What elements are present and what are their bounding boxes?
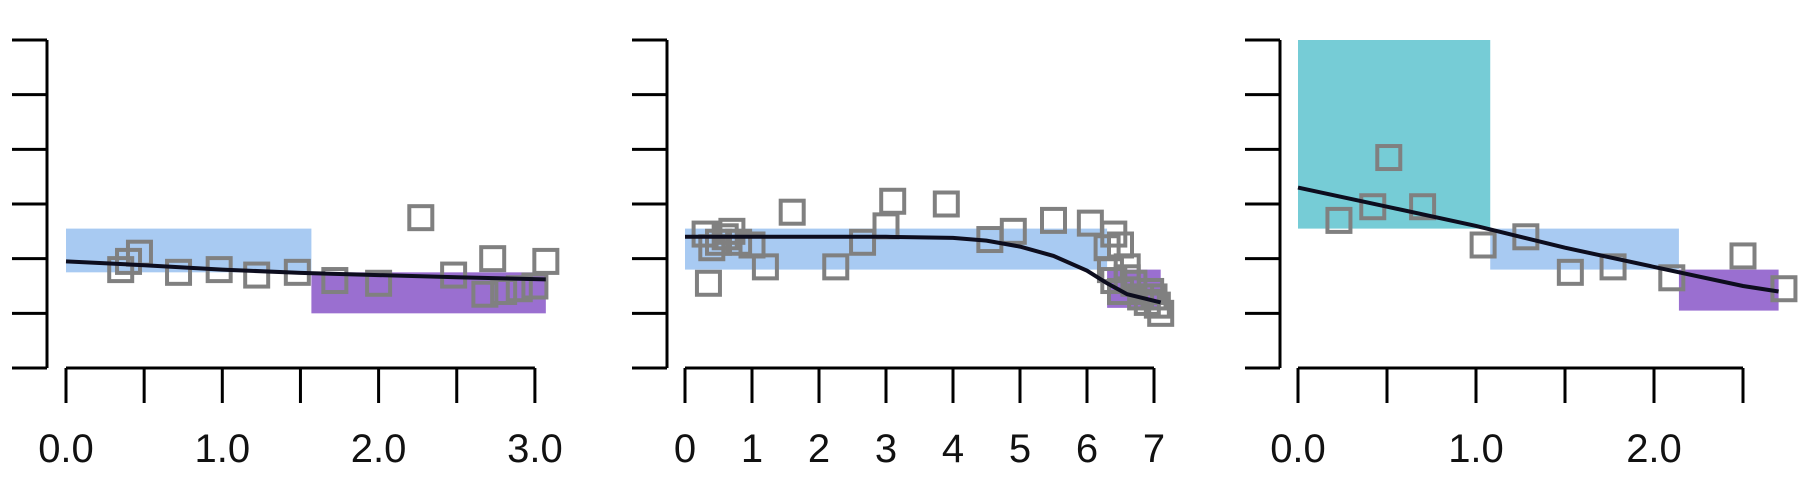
data-point <box>1375 144 1403 172</box>
data-point <box>1113 253 1141 281</box>
x-tick-label: 0 <box>674 427 696 471</box>
data-point <box>1143 291 1171 319</box>
data-point <box>471 280 499 308</box>
data-point <box>165 258 193 286</box>
data-point <box>1469 231 1497 259</box>
chart-panel-2: 0 1 2 3 4 5 6 7 <box>632 38 1175 471</box>
data-point <box>849 228 877 256</box>
x-tick-label: 5 <box>1009 427 1031 471</box>
x-tick-label: 2.0 <box>351 427 407 471</box>
x-tick-label: 0.0 <box>38 427 94 471</box>
data-point <box>1556 258 1584 286</box>
data-point <box>999 217 1027 245</box>
x-tick-label: 6 <box>1076 427 1098 471</box>
data-point <box>1729 242 1757 270</box>
x-tick-label: 4 <box>942 427 964 471</box>
x-tick-label: 3.0 <box>507 427 563 471</box>
trend-line <box>1297 185 1779 294</box>
range-band <box>1298 40 1491 229</box>
data-point <box>1040 206 1067 234</box>
data-point <box>751 253 779 281</box>
data-point <box>243 261 271 289</box>
x-tick-label: 1.0 <box>1448 427 1504 471</box>
data-point <box>932 190 960 218</box>
data-point <box>879 187 907 215</box>
data-point <box>694 269 722 297</box>
data-point <box>107 256 135 284</box>
trend-line <box>65 259 546 282</box>
x-tick-label: 2.0 <box>1626 427 1682 471</box>
chart-panel-3: 0.0 1.0 2.0 <box>1245 38 1798 471</box>
x-tick-label: 1 <box>741 427 763 471</box>
data-point <box>1599 253 1627 281</box>
data-point <box>365 269 393 297</box>
x-tick-label: 1.0 <box>194 427 250 471</box>
data-point <box>479 245 507 273</box>
data-point <box>822 253 850 281</box>
x-tick-label: 2 <box>808 427 830 471</box>
chart-panel-1: 0.0 1.0 2.0 3.0 <box>12 38 563 471</box>
x-tick-label: 7 <box>1143 427 1165 471</box>
data-point <box>321 267 349 295</box>
data-point <box>407 204 435 232</box>
x-tick-label: 0.0 <box>1270 427 1326 471</box>
data-point <box>1325 206 1353 234</box>
data-point <box>778 198 806 226</box>
trend-line <box>685 234 1162 305</box>
data-point <box>1658 264 1686 292</box>
data-point <box>532 247 560 275</box>
data-point <box>1409 193 1437 221</box>
x-tick-label: 3 <box>875 427 897 471</box>
